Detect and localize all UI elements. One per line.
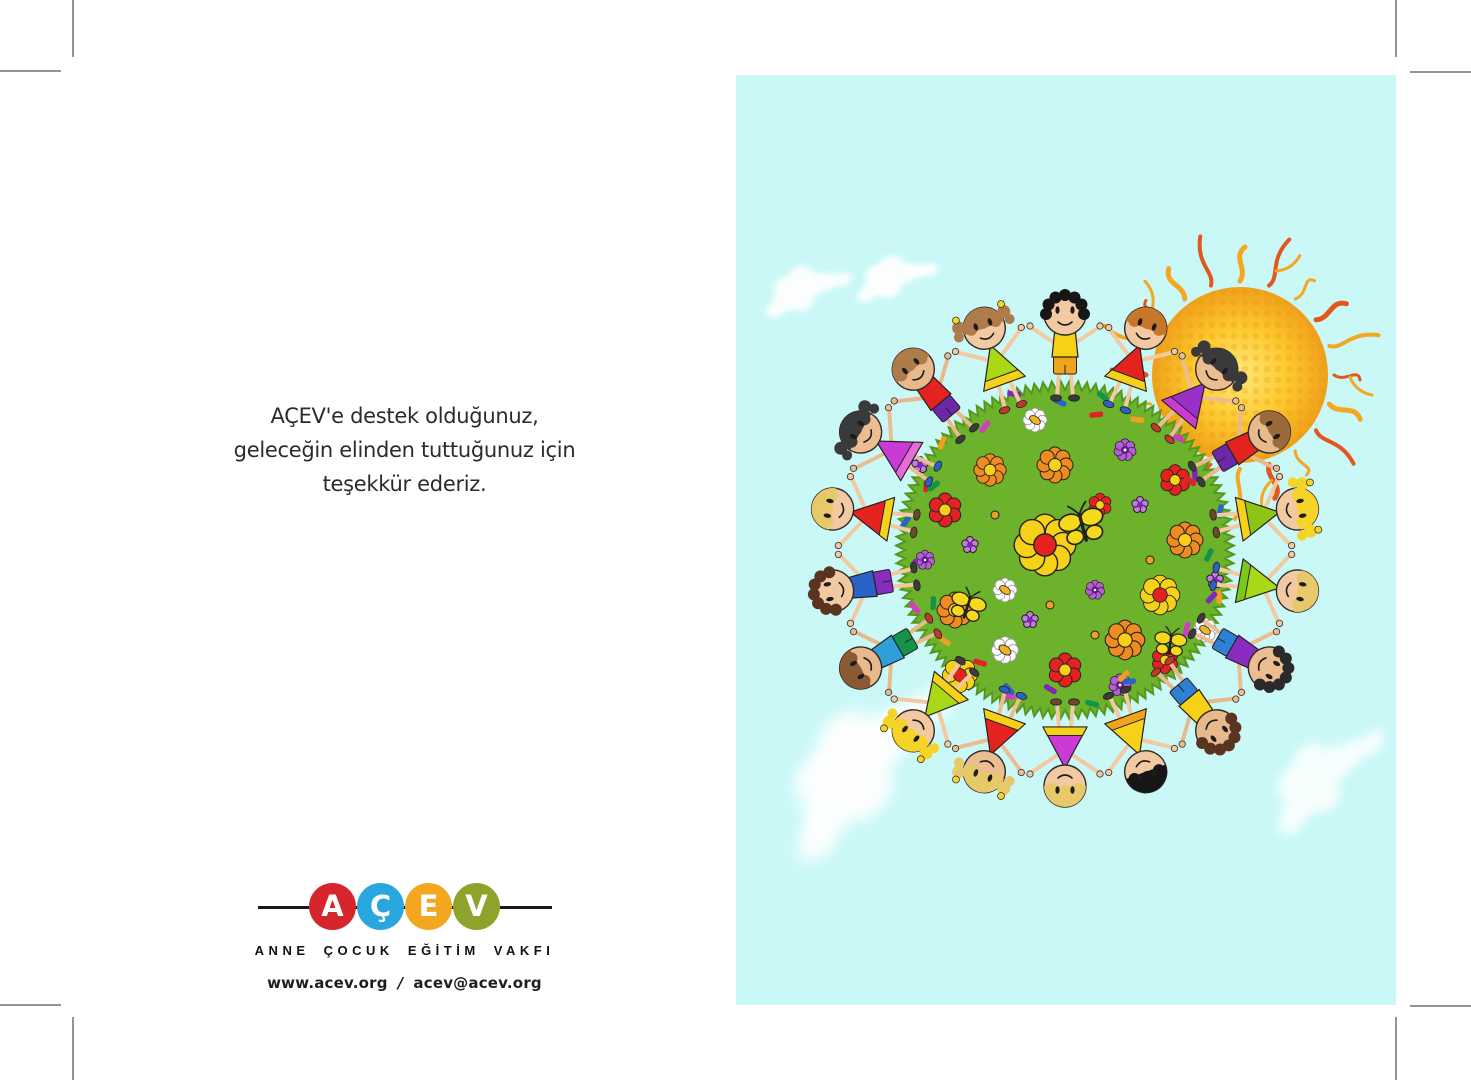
confetti-dash bbox=[1089, 411, 1104, 418]
child-figure bbox=[1102, 685, 1179, 794]
crop-mark-bottom-left-horizontal bbox=[0, 1004, 61, 1006]
message-line-1: AÇEV'e destek olduğunuz, bbox=[270, 404, 539, 428]
child-figure bbox=[1209, 473, 1323, 550]
butterfly-icon bbox=[1058, 500, 1104, 546]
confetti-dash bbox=[927, 480, 941, 492]
confetti-dash bbox=[1170, 432, 1185, 443]
confetti-dash bbox=[908, 601, 921, 614]
child-figure bbox=[1026, 289, 1104, 402]
confetti-dash bbox=[1117, 670, 1130, 682]
cloud-icon bbox=[766, 265, 852, 318]
flower-icon bbox=[1113, 438, 1137, 461]
confetti-dash bbox=[1121, 678, 1137, 684]
child-figure bbox=[1187, 404, 1292, 488]
logo-horizontal-line bbox=[257, 906, 552, 909]
child-figure bbox=[880, 655, 980, 764]
logo-subtitle: ANNE ÇOCUK EĞİTİM VAKFI bbox=[254, 943, 555, 958]
confetti-dash bbox=[937, 436, 947, 450]
flower-icon bbox=[1104, 619, 1146, 661]
butterfly-icon bbox=[1154, 625, 1188, 657]
child-figure bbox=[1150, 655, 1242, 756]
flower-icon bbox=[1022, 407, 1048, 433]
child-figure bbox=[1150, 340, 1248, 445]
front-illustration bbox=[766, 234, 1384, 861]
email-text: acev@acev.org bbox=[413, 974, 542, 992]
logo-circles: A Ç E V bbox=[73, 883, 736, 930]
card-back-panel: AÇEV'e destek olduğunuz, geleceğin elind… bbox=[73, 71, 736, 1005]
logo-letter-v-icon: V bbox=[453, 883, 500, 930]
child-figure bbox=[1209, 550, 1320, 627]
child-figure bbox=[1026, 698, 1104, 808]
flower-icon bbox=[928, 492, 962, 528]
logo-letter-e-icon: E bbox=[405, 883, 452, 930]
website-text: www.acev.org bbox=[267, 974, 388, 992]
flower-icon bbox=[961, 536, 979, 554]
flower-icon bbox=[1160, 464, 1190, 496]
flower-icon bbox=[1145, 555, 1155, 565]
flower-icon bbox=[1166, 521, 1204, 559]
crop-mark-top-right-horizontal bbox=[1410, 71, 1471, 73]
message-line-2: geleceğin elinden tuttuğunuz için bbox=[233, 438, 576, 462]
crop-mark-top-left-vertical bbox=[72, 0, 74, 57]
child-figure bbox=[1102, 306, 1179, 415]
logo-letter-c-icon: Ç bbox=[357, 883, 404, 930]
globe-icon bbox=[816, 378, 1237, 722]
crop-mark-bottom-right-vertical bbox=[1395, 1017, 1397, 1080]
logo-letter-a-icon: A bbox=[309, 883, 356, 930]
confetti-dash bbox=[979, 420, 991, 434]
confetti-dash bbox=[900, 515, 911, 529]
confetti-dash bbox=[1183, 474, 1197, 487]
confetti-dash bbox=[1216, 590, 1222, 605]
child-figure bbox=[890, 347, 980, 445]
acev-logo-block: A Ç E V ANNE ÇOCUK EĞİTİM VAKFI www.acev… bbox=[73, 883, 736, 992]
flower-icon bbox=[1045, 600, 1055, 610]
crop-mark-bottom-left-vertical bbox=[72, 1017, 74, 1080]
acev-logo: A Ç E V bbox=[73, 883, 736, 933]
confetti-dash bbox=[1182, 622, 1191, 636]
flower-icon bbox=[1036, 446, 1074, 484]
confetti-dash bbox=[930, 596, 937, 611]
url-separator: / bbox=[397, 974, 404, 992]
thank-you-message: AÇEV'e destek olduğunuz, geleceğin elind… bbox=[73, 399, 736, 501]
child-figure bbox=[838, 612, 943, 696]
cloud-icon bbox=[857, 255, 938, 303]
confetti-dash bbox=[973, 658, 988, 667]
confetti-dash bbox=[1130, 416, 1145, 424]
child-figure bbox=[834, 400, 943, 488]
child-figure bbox=[951, 685, 1028, 800]
crop-mark-bottom-right-horizontal bbox=[1410, 1005, 1471, 1007]
confetti-dash bbox=[1205, 591, 1218, 604]
crop-mark-top-right-vertical bbox=[1395, 0, 1397, 57]
flower-icon bbox=[973, 453, 1007, 487]
child-figure bbox=[951, 300, 1028, 415]
confetti-dash bbox=[1096, 391, 1110, 403]
child-figure bbox=[810, 473, 921, 550]
child-figure bbox=[807, 550, 921, 627]
flower-icon bbox=[1048, 652, 1082, 688]
flower-icon bbox=[914, 549, 936, 570]
message-line-3: teşekkür ederiz. bbox=[322, 472, 487, 496]
flower-icon bbox=[991, 636, 1019, 664]
confetti-dash bbox=[1204, 548, 1214, 562]
butterfly-icon bbox=[950, 586, 987, 622]
crop-mark-top-left-horizontal bbox=[0, 70, 61, 72]
flower-icon bbox=[1139, 574, 1181, 616]
confetti-dash bbox=[1043, 684, 1057, 695]
flower-icon bbox=[1084, 579, 1106, 600]
logo-urls: www.acev.org / acev@acev.org bbox=[73, 974, 736, 992]
cloud-icon bbox=[1277, 730, 1384, 835]
flower-icon bbox=[990, 510, 1000, 520]
confetti-dash bbox=[1085, 699, 1100, 708]
child-figure bbox=[1187, 612, 1295, 696]
flower-icon bbox=[992, 577, 1018, 603]
flower-icon bbox=[1131, 496, 1149, 514]
flower-icon bbox=[1090, 630, 1100, 640]
card-front-panel bbox=[736, 75, 1396, 1005]
flower-icon bbox=[1021, 611, 1039, 629]
